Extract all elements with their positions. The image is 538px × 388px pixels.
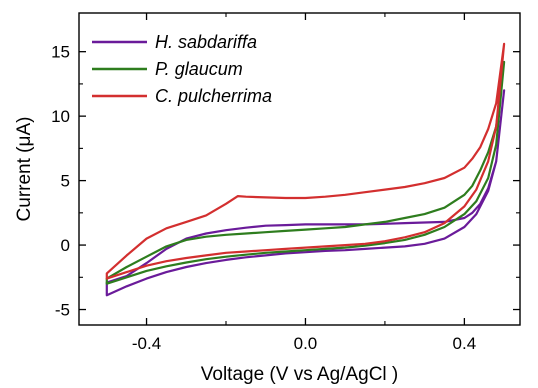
series-line-2 xyxy=(105,42,506,280)
y-tick-label: 15 xyxy=(51,43,70,62)
y-tick-label: 5 xyxy=(61,172,70,191)
x-tick-label: -0.4 xyxy=(132,334,161,353)
ticks-layer: -0.4 0.0 0.4 -5 0 5 10 15 xyxy=(51,13,520,353)
legend-label-2: C. pulcherrima xyxy=(155,86,272,106)
x-axis-title: Voltage (V vs Ag/AgCl ) xyxy=(201,364,399,385)
x-tick-label: 0.4 xyxy=(453,334,477,353)
legend: H. sabdariffa P. glaucum C. pulcherrima xyxy=(92,32,272,106)
plot-frame xyxy=(78,12,521,326)
x-tick-label: 0.0 xyxy=(294,334,318,353)
y-axis-title: Current (μA) xyxy=(14,117,35,222)
series-layer xyxy=(105,42,506,297)
y-tick-label: -5 xyxy=(55,301,70,320)
legend-label-0: H. sabdariffa xyxy=(155,32,257,52)
legend-label-1: P. glaucum xyxy=(155,59,243,79)
y-tick-label: 10 xyxy=(51,107,70,126)
y-tick-label: 0 xyxy=(61,236,70,255)
series-line-0 xyxy=(105,89,506,297)
